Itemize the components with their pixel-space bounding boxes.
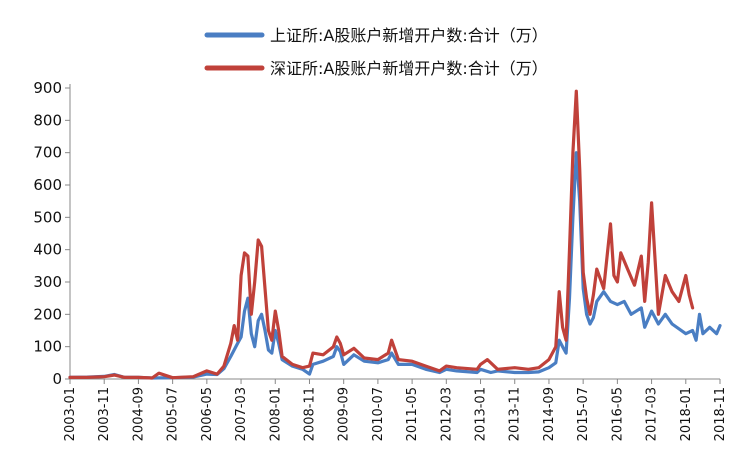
y-tick-label: 0 <box>52 370 62 388</box>
x-tick-label: 2013-11 <box>508 387 523 441</box>
plot-area <box>68 89 722 380</box>
x-tick-label: 2006-05 <box>200 387 215 441</box>
y-tick-label: 500 <box>33 208 62 226</box>
y-tick-label: 900 <box>33 79 62 97</box>
x-tick-label: 2014-09 <box>542 387 557 441</box>
y-tick-label: 800 <box>33 111 62 129</box>
x-tick-label: 2007-03 <box>234 387 249 441</box>
legend-label-szse: 深证所:A股账户新增开户数:合计（万） <box>270 59 548 78</box>
x-tick-label: 2011-05 <box>405 387 420 441</box>
x-tick-label: 2005-07 <box>166 387 181 441</box>
x-tick-label: 2008-01 <box>268 387 283 441</box>
legend: 上证所:A股账户新增开户数:合计（万） 深证所:A股账户新增开户数:合计（万） <box>204 26 548 78</box>
x-tick-label: 2018-01 <box>679 387 694 441</box>
x-tick-label: 2009-09 <box>337 387 352 441</box>
y-tick-label: 600 <box>33 176 62 194</box>
x-tick-label: 2018-11 <box>713 387 728 441</box>
y-tick-label: 200 <box>33 305 62 323</box>
x-tick-label: 2016-05 <box>610 387 625 441</box>
x-tick-label: 2010-07 <box>371 387 386 441</box>
series-line-szse <box>68 89 695 380</box>
x-tick-label: 2003-01 <box>63 387 78 441</box>
y-axis: 0 100 200 300 400 500 600 700 800 900 <box>33 79 71 388</box>
x-tick-label: 2017-03 <box>645 387 660 441</box>
x-tick-label: 2004-09 <box>131 387 146 441</box>
x-tick-label: 2013-01 <box>474 387 489 441</box>
y-tick-label: 400 <box>33 241 62 259</box>
x-tick-label: 2003-11 <box>97 387 112 441</box>
x-axis: 2003-01 2003-11 2004-09 2005-07 2006-05 2007-… <box>63 378 728 441</box>
x-tick-label: 2012-03 <box>439 387 454 441</box>
legend-label-sse: 上证所:A股账户新增开户数:合计（万） <box>270 26 548 45</box>
x-tick-label: 2008-11 <box>302 387 317 441</box>
y-tick-label: 300 <box>33 273 62 291</box>
y-tick-label: 100 <box>33 338 62 356</box>
y-tick-label: 700 <box>33 144 62 162</box>
series-line-sse <box>68 151 722 380</box>
x-tick-label: 2015-07 <box>576 387 591 441</box>
